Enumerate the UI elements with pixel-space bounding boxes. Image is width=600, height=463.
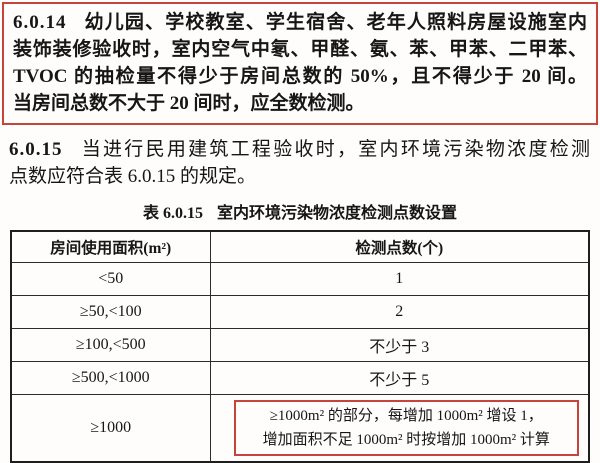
- table-caption: 表 6.0.15 室内环境污染物浓度检测点数设置: [0, 199, 600, 223]
- clause-6015-line-2: 点数应符合表 6.0.15 的规定。: [9, 166, 257, 187]
- table-header-row: 房间使用面积(m²) 检测点数(个): [10, 230, 590, 263]
- clause-6015-line-1: 6.0.15 当进行民用建筑工程验收时，室内环境污染物浓度检测: [9, 136, 590, 163]
- rule-line-2: 增加面积不足 1000m² 时按增加 1000m² 计算: [262, 431, 550, 448]
- clause-6015: 6.0.15 当进行民用建筑工程验收时，室内环境污染物浓度检测 点数应符合表 6.…: [9, 136, 590, 190]
- detection-points-table: 房间使用面积(m²) 检测点数(个) <50 1 ≥50,<100 2 ≥100…: [10, 230, 590, 463]
- clause-6015-number: 6.0.15: [9, 139, 63, 160]
- area-cell: ≥100,<500: [10, 327, 211, 362]
- table-row: ≥500,<1000 不少于 5: [10, 360, 590, 395]
- table-caption-label: 表 6.0.15: [142, 205, 203, 222]
- highlight-box-1000m2-rule: ≥1000m² 的部分，每增加 1000m² 增设 1， 增加面积不足 1000…: [233, 399, 579, 456]
- clause-6014-line-1-text: 幼儿园、学校教室、学生宿舍、老年人照料房屋设施室内: [83, 12, 588, 33]
- area-cell: ≥1000: [10, 393, 211, 462]
- clause-6014-number: 6.0.14: [13, 12, 67, 33]
- clause-6014-line-2: 装饰装修验收时，室内空气中氡、甲醛、氨、苯、甲苯、二甲苯、: [13, 39, 587, 60]
- rule-line-1: ≥1000m² 的部分，每增加 1000m² 增设 1，: [269, 407, 543, 424]
- clause-6014-line-3: TVOC 的抽检量不得少于房间总数的 50%，且不得少于 20 间。: [13, 66, 587, 87]
- area-cell: ≥50,<100: [10, 294, 211, 329]
- table-row: ≥100,<500 不少于 3: [10, 327, 590, 362]
- points-cell: 1: [209, 261, 590, 296]
- table-caption-title: 室内环境污染物浓度检测点数设置: [217, 205, 458, 222]
- col-header-room-area: 房间使用面积(m²): [10, 230, 211, 263]
- table-row: ≥50,<100 2: [10, 294, 590, 329]
- area-cell: <50: [10, 261, 211, 296]
- points-cell: 不少于 5: [209, 360, 590, 395]
- table-row: ≥1000 ≥1000m² 的部分，每增加 1000m² 增设 1， 增加面积不…: [10, 393, 590, 462]
- points-cell: 2: [209, 294, 590, 329]
- col-header-detection-points: 检测点数(个): [209, 230, 590, 263]
- clause-6015-line-1-text: 当进行民用建筑工程验收时，室内环境污染物浓度检测: [79, 139, 591, 160]
- area-cell: ≥500,<1000: [10, 360, 211, 395]
- clause-6014-line-4: 当房间总数不大于 20 间时，应全数检测。: [13, 93, 365, 114]
- clause-6014-line-1: 6.0.14 幼儿园、学校教室、学生宿舍、老年人照料房屋设施室内: [13, 9, 587, 36]
- clause-6014-highlight-box: 6.0.14 幼儿园、学校教室、学生宿舍、老年人照料房屋设施室内 装饰装修验收时，…: [2, 2, 598, 125]
- points-cell: ≥1000m² 的部分，每增加 1000m² 增设 1， 增加面积不足 1000…: [209, 393, 590, 462]
- table-row: <50 1: [10, 261, 590, 296]
- points-cell: 不少于 3: [209, 327, 590, 362]
